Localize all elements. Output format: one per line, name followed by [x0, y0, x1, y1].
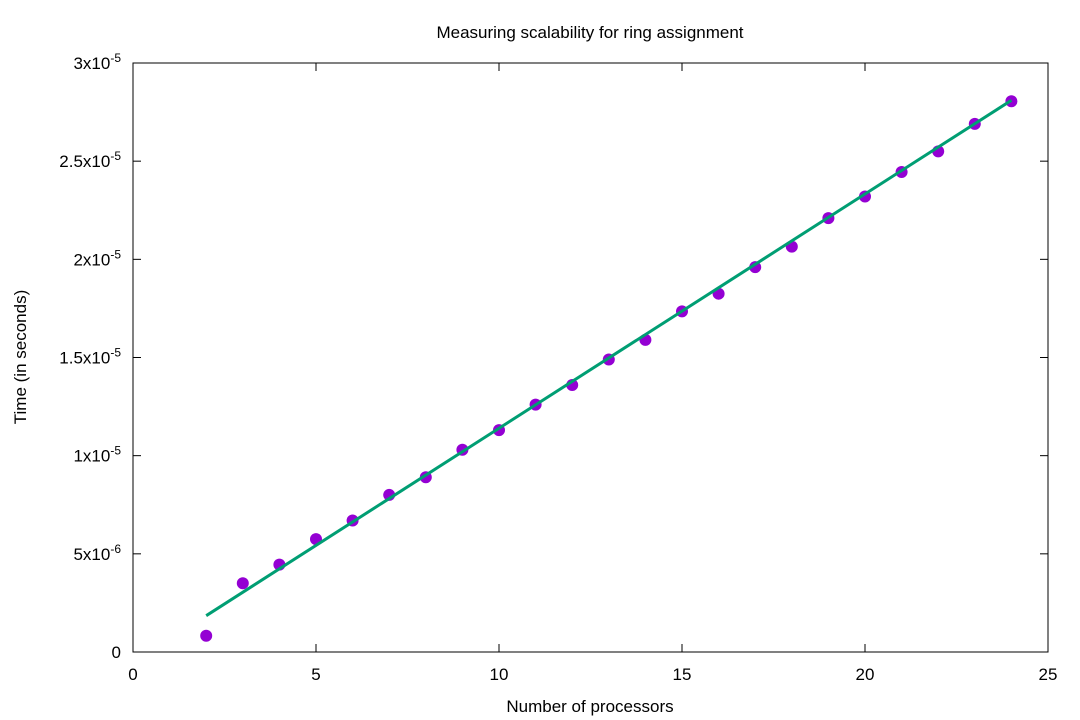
chart-title: Measuring scalability for ring assignmen…: [436, 23, 743, 42]
data-point: [236, 577, 249, 590]
data-point: [749, 261, 762, 274]
x-axis-label: Number of processors: [506, 697, 673, 716]
x-axis: 0 5 10 15 20 25: [128, 63, 1057, 684]
x-tick-label: 20: [856, 665, 875, 684]
y-tick-label: 0: [112, 643, 121, 662]
x-tick-label: 0: [128, 665, 137, 684]
y-tick-label: 5x10-6: [73, 542, 121, 564]
x-tick-label: 15: [673, 665, 692, 684]
fit-line: [205, 99, 1013, 617]
series-layer: [200, 95, 1018, 642]
x-tick-label: 10: [490, 665, 509, 684]
x-tick-label: 5: [311, 665, 320, 684]
x-tick-label: 25: [1039, 665, 1058, 684]
y-axis: 0 5x10-6 1x10-5 1.5x10-5 2x10-5 2.5x10-5 3x10-…: [59, 51, 1048, 662]
data-point: [200, 629, 213, 642]
y-tick-label: 1.5x10-5: [59, 346, 121, 368]
y-tick-label: 1x10-5: [73, 444, 121, 466]
y-axis-label: Time (in seconds): [11, 290, 30, 424]
y-tick-label: 3x10-5: [73, 51, 121, 73]
y-tick-label: 2x10-5: [73, 247, 121, 269]
plot-frame: [132, 62, 1049, 653]
y-tick-label: 2.5x10-5: [59, 149, 121, 171]
